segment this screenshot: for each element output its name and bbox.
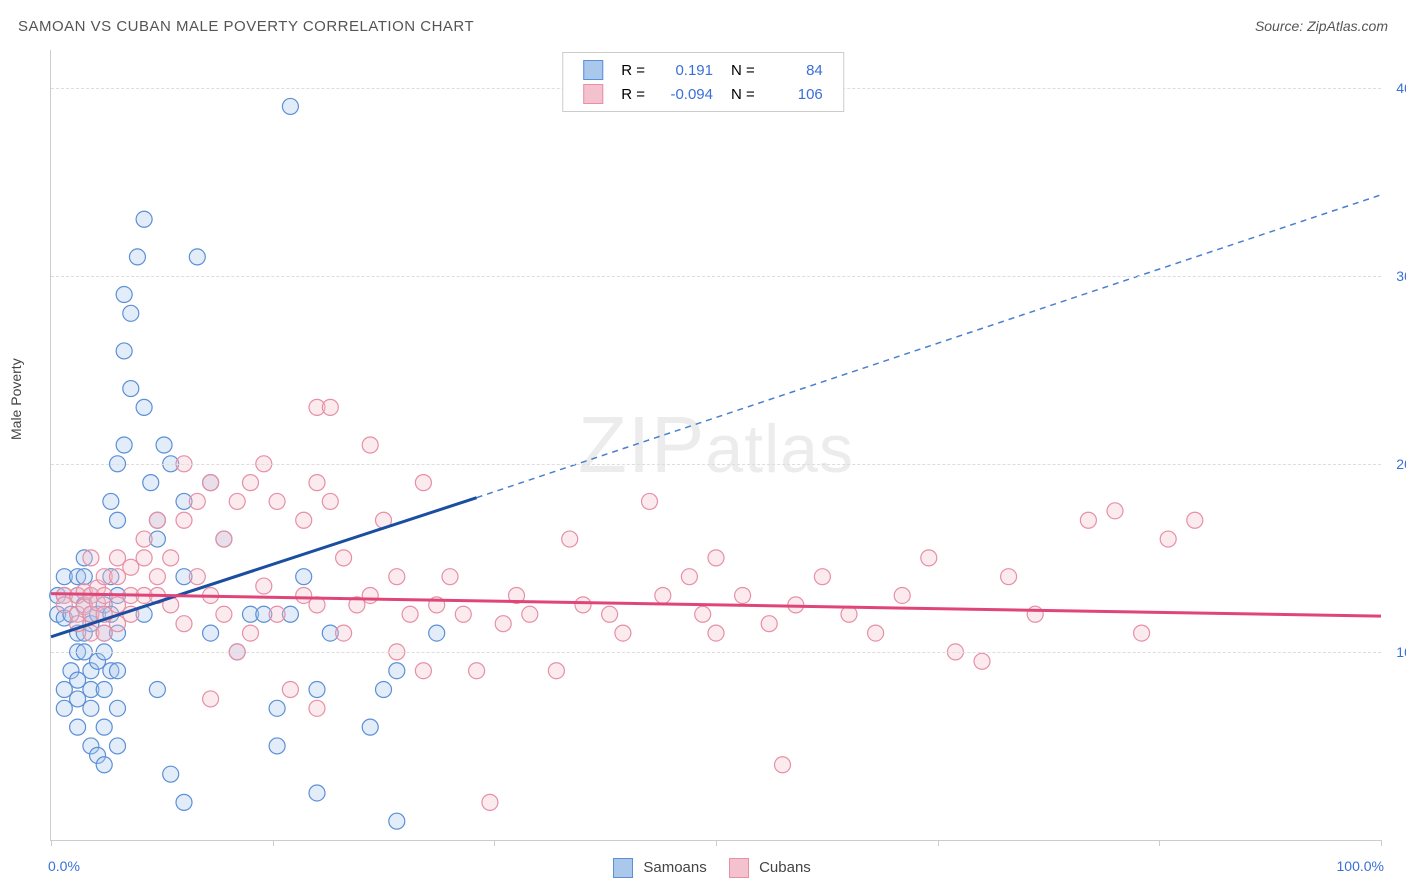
x-axis-min-label: 0.0% (48, 858, 80, 874)
plot-area: ZIPatlas 10.0%20.0%30.0%40.0% (50, 50, 1381, 841)
swatch-icon (583, 84, 603, 104)
y-axis-label: Male Poverty (8, 358, 24, 440)
chart-container: SAMOAN VS CUBAN MALE POVERTY CORRELATION… (0, 0, 1406, 892)
plot-svg (51, 50, 1381, 840)
stat-r-label: R = (613, 59, 653, 81)
swatch-icon (729, 858, 749, 878)
stat-n-value: 106 (773, 86, 823, 103)
legend-label: Samoans (643, 859, 706, 876)
stat-n-label: N = (723, 59, 763, 81)
x-axis-max-label: 100.0% (1337, 858, 1384, 874)
legend-label: Cubans (759, 859, 811, 876)
stat-r-label: R = (613, 83, 653, 105)
stat-r-value: -0.094 (663, 86, 713, 103)
stat-n-label: N = (723, 83, 763, 105)
bottom-legend: Samoans Cubans (0, 858, 1406, 878)
stat-n-value: 84 (773, 62, 823, 79)
chart-title: SAMOAN VS CUBAN MALE POVERTY CORRELATION… (18, 18, 474, 35)
stats-row-samoans: R = 0.191 N = 84 (575, 59, 831, 81)
swatch-icon (613, 858, 633, 878)
swatch-icon (583, 60, 603, 80)
source-label: Source: ZipAtlas.com (1255, 18, 1388, 34)
stat-r-value: 0.191 (663, 62, 713, 79)
stats-legend: R = 0.191 N = 84 R = -0.094 N = 106 (562, 52, 844, 112)
stats-row-cubans: R = -0.094 N = 106 (575, 83, 831, 105)
